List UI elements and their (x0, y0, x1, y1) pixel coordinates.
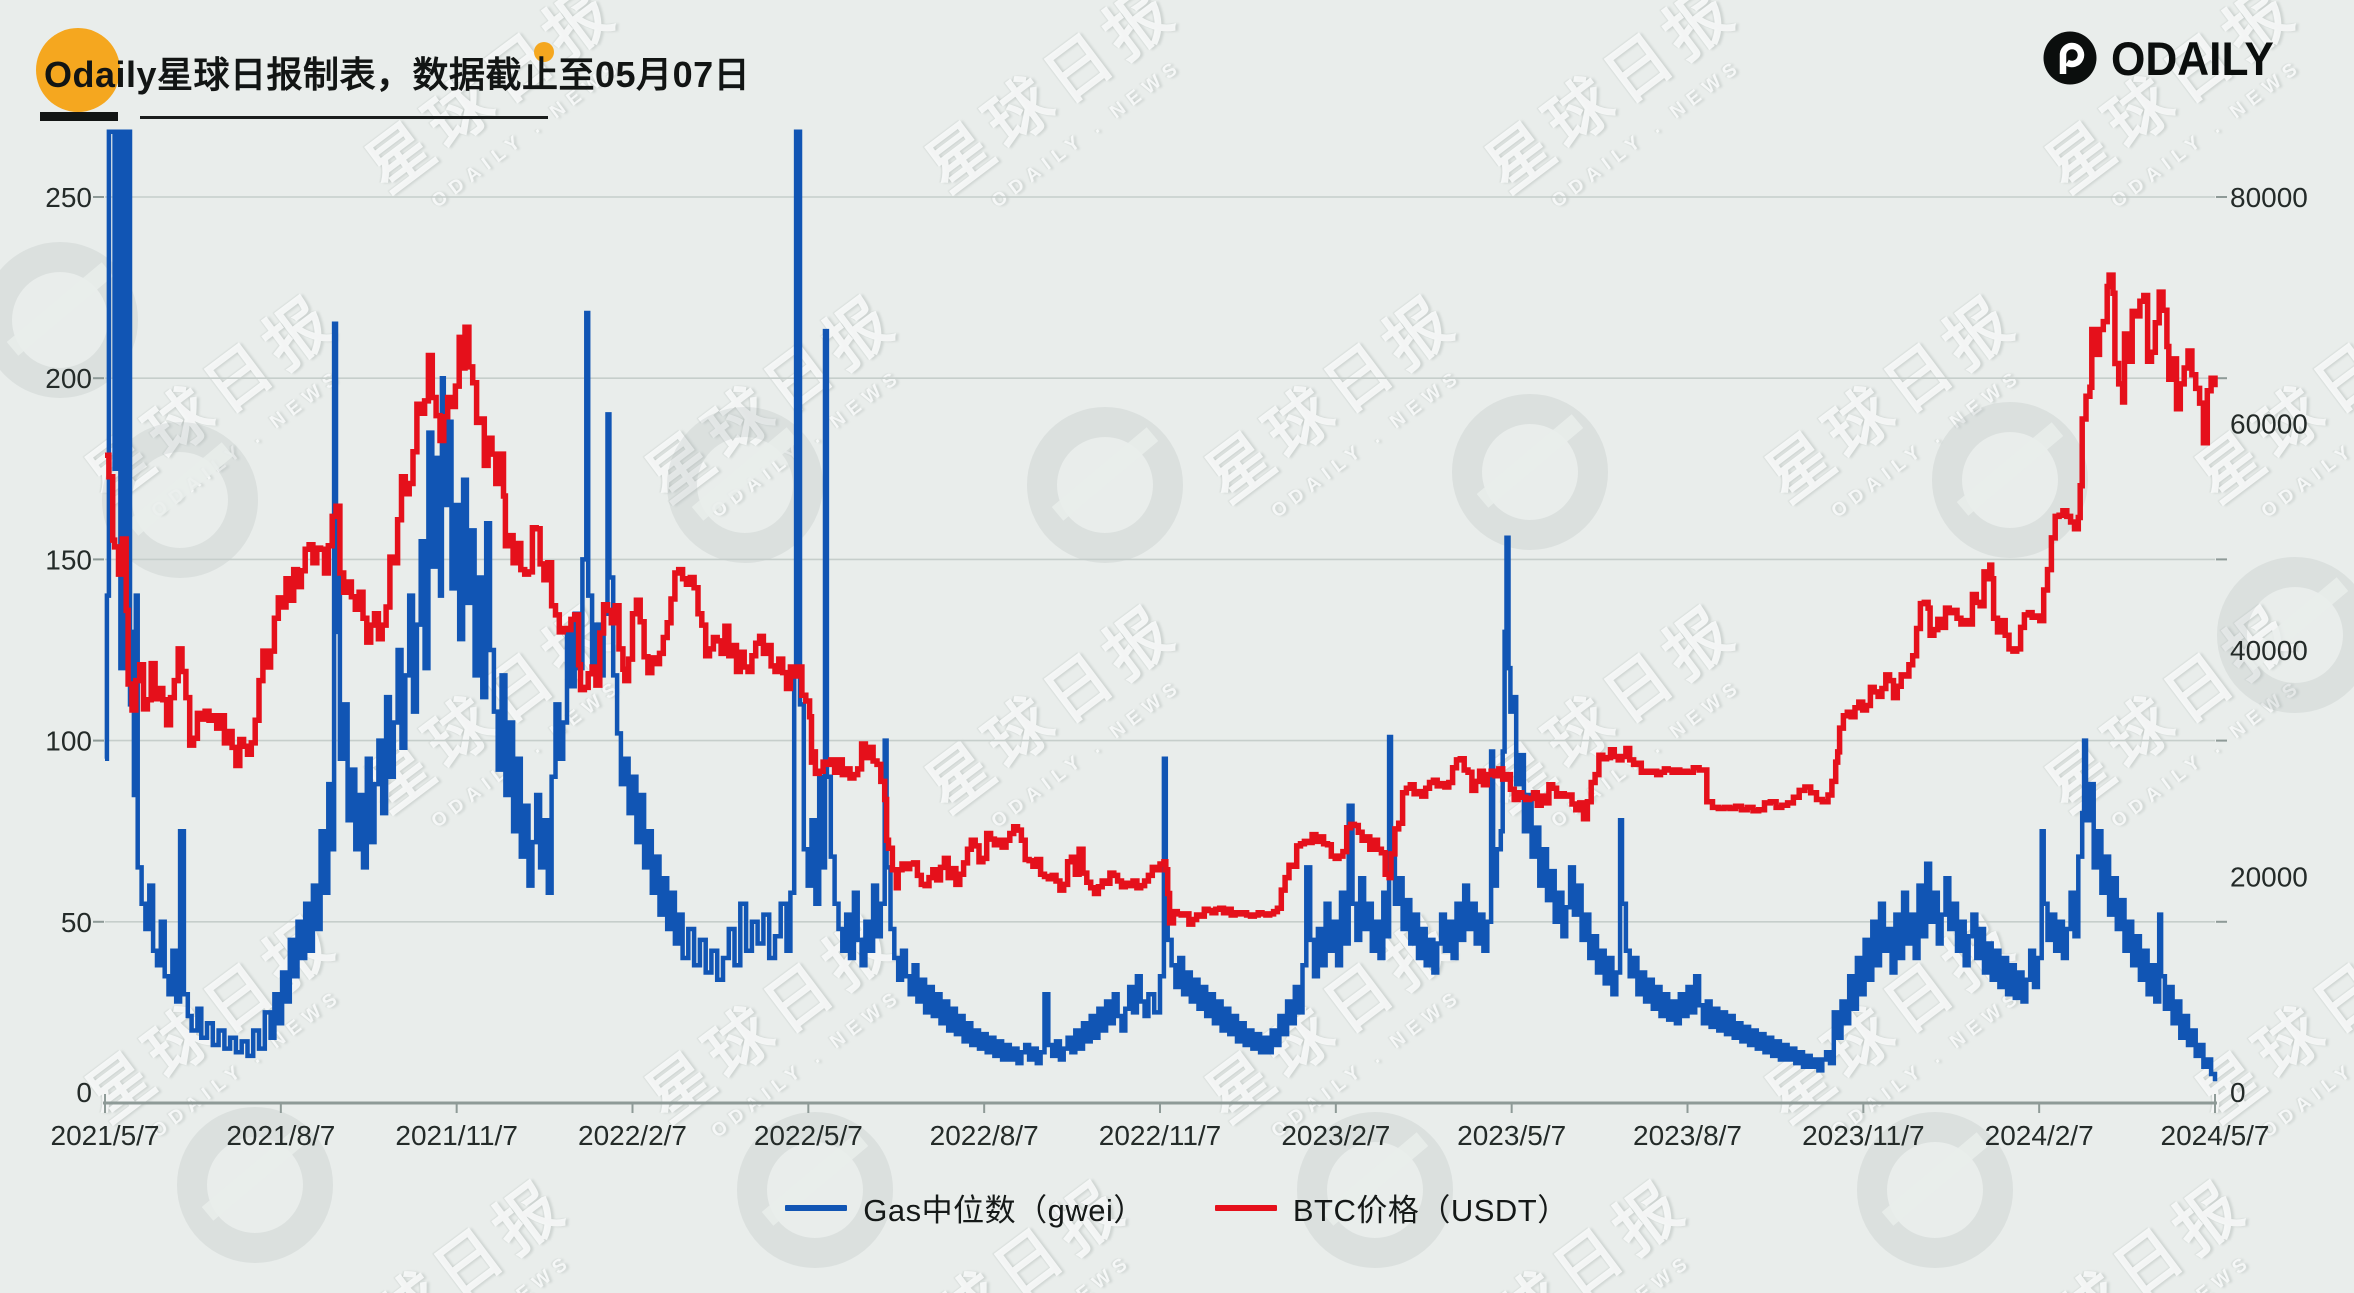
y-left-tick-label: 200 (45, 363, 92, 394)
title-underline-thin (140, 116, 548, 119)
odaily-logo: ODAILY (2043, 30, 2284, 86)
x-tick-label: 2022/2/7 (578, 1120, 687, 1151)
odaily-logo-icon (2043, 31, 2097, 85)
gas-legend-label: Gas中位数（gwei） (863, 1193, 1145, 1228)
btc-legend-label: BTC价格（USDT） (1292, 1193, 1569, 1228)
page-title: Odaily星球日报制表，数据截止至05月07日 (44, 54, 751, 95)
y-left-tick-label: 0 (76, 1077, 92, 1108)
y-right-tick-label: 80000 (2230, 182, 2308, 213)
x-tick-label: 2021/8/7 (226, 1120, 335, 1151)
btc-line-swatch (1214, 1204, 1277, 1211)
y-left-tick-label: 150 (45, 544, 92, 575)
x-tick-label: 2022/5/7 (754, 1120, 863, 1151)
title-orange-dot (534, 42, 554, 62)
legend-item-gas[interactable]: Gas中位数（gwei） (785, 1185, 1145, 1230)
chart-legend: Gas中位数（gwei） BTC价格（USDT） (0, 1185, 2354, 1230)
odaily-logo-text: ODAILY (2110, 31, 2274, 85)
x-tick-label: 2022/11/7 (1099, 1120, 1222, 1151)
btc-price-line (105, 272, 2218, 927)
x-tick-label: 2023/8/7 (1633, 1120, 1742, 1151)
gas-line-swatch (785, 1204, 848, 1211)
y-right-tick-label: 60000 (2230, 409, 2308, 440)
x-tick-label: 2023/11/7 (1802, 1120, 1925, 1151)
y-right-tick-label: 20000 (2230, 862, 2308, 893)
x-tick-label: 2024/5/7 (2161, 1120, 2270, 1151)
brand-orange-circle (36, 28, 120, 112)
legend-item-btc[interactable]: BTC价格（USDT） (1214, 1185, 1569, 1230)
y-left-tick-label: 50 (61, 907, 92, 938)
x-tick-label: 2021/11/7 (395, 1120, 518, 1151)
x-tick-label: 2023/5/7 (1457, 1120, 1566, 1151)
y-right-tick-label: 40000 (2230, 635, 2308, 666)
y-right-tick-label: 0 (2230, 1077, 2246, 1108)
y-left-tick-label: 100 (45, 726, 92, 757)
x-tick-label: 2023/2/7 (1281, 1120, 1390, 1151)
x-tick-label: 2022/8/7 (930, 1120, 1039, 1151)
gas-median-line (104, 129, 2218, 1082)
x-tick-label: 2021/5/7 (51, 1120, 160, 1151)
title-underline-thick (40, 112, 118, 121)
y-left-tick-label: 250 (45, 182, 92, 213)
x-tick-label: 2024/2/7 (1985, 1120, 2094, 1151)
header: Odaily星球日报制表，数据截止至05月07日 ODAILY (0, 0, 2354, 140)
